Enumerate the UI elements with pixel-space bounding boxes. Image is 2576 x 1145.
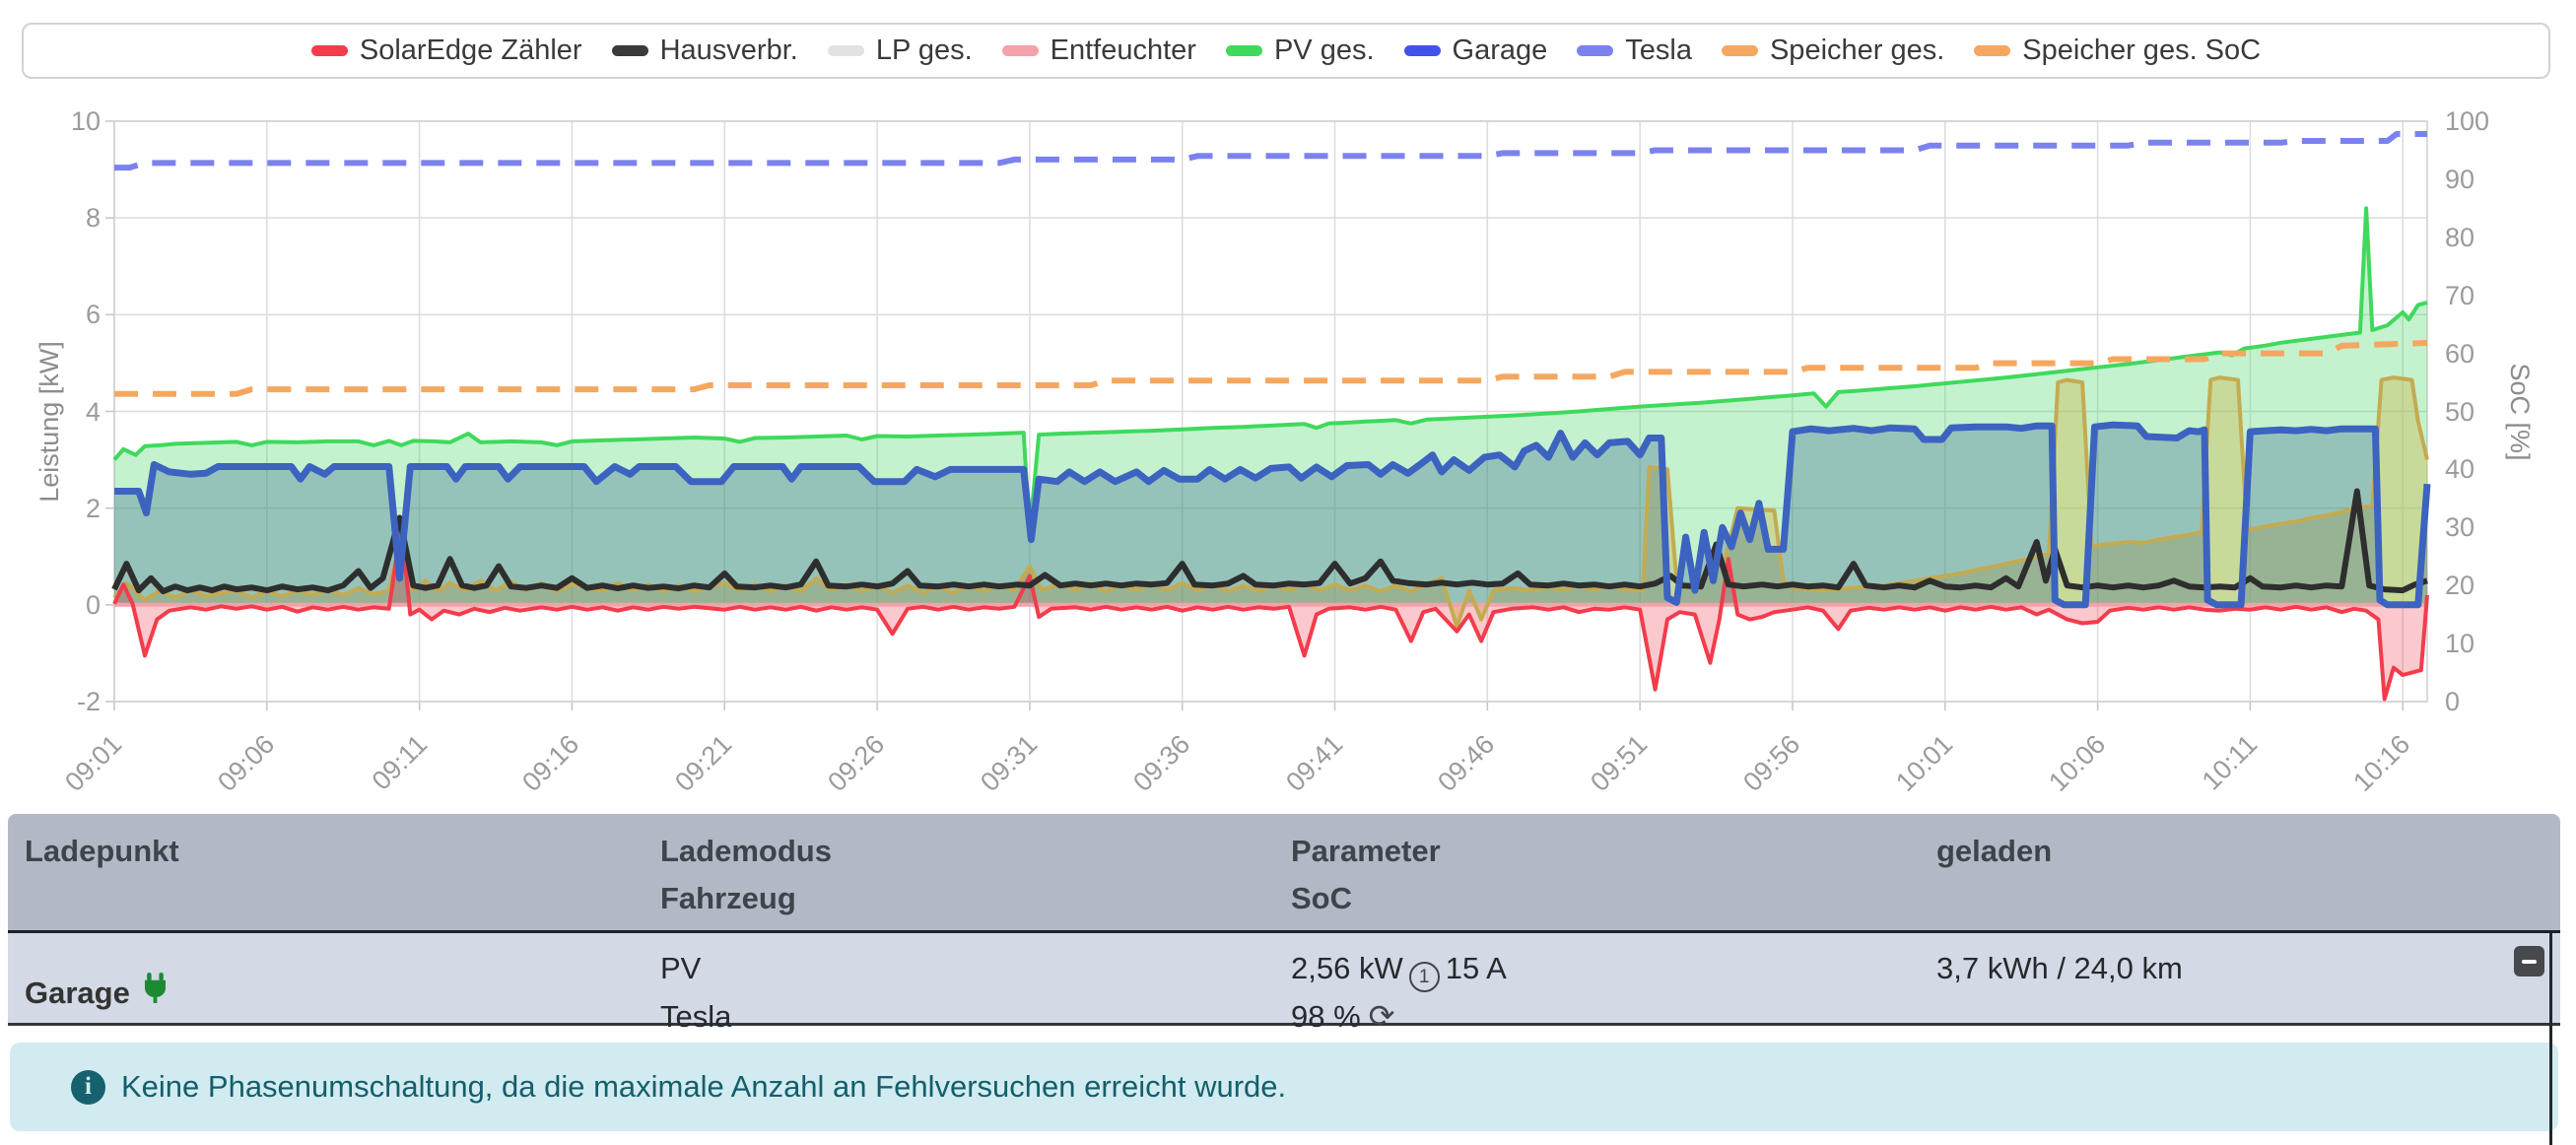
mode-vehicle-cell: PV Tesla bbox=[660, 944, 1291, 1041]
legend-item-1[interactable]: Hausverbr. bbox=[611, 34, 798, 67]
info-message: Keine Phasenumschaltung, da die maximale… bbox=[121, 1069, 1287, 1104]
legend-swatch-icon bbox=[1721, 45, 1758, 56]
legend-swatch-icon bbox=[1001, 45, 1039, 56]
y-right-tick-label: 70 bbox=[2445, 280, 2475, 310]
parameter-line: 2,56 kW 1 15 A bbox=[1291, 944, 1936, 992]
y-right-tick-label: 20 bbox=[2445, 571, 2475, 601]
legend-swatch-icon bbox=[827, 45, 864, 56]
legend-item-0[interactable]: SolarEdge Zähler bbox=[310, 34, 582, 67]
legend-swatch-icon bbox=[611, 45, 648, 56]
legend-item-5[interactable]: Garage bbox=[1403, 34, 1547, 67]
phase-count-icon: 1 bbox=[1408, 962, 1440, 992]
legend-item-8[interactable]: Speicher ges. SoC bbox=[1974, 34, 2261, 67]
y-right-tick-label: 0 bbox=[2445, 687, 2461, 716]
chart-plot-area bbox=[105, 120, 2431, 710]
legend-item-6[interactable]: Tesla bbox=[1577, 34, 1692, 67]
legend-item-3[interactable]: Entfeuchter bbox=[1001, 34, 1196, 67]
legend-item-2[interactable]: LP ges. bbox=[827, 34, 973, 67]
y-left-tick-label: 6 bbox=[85, 300, 101, 330]
parameter-soc-cell: 2,56 kW 1 15 A 98 % ⟳ bbox=[1291, 944, 1936, 1041]
legend-item-7[interactable]: Speicher ges. bbox=[1721, 34, 1944, 67]
y-right-tick-label: 40 bbox=[2445, 454, 2475, 485]
legend-swatch-icon bbox=[310, 45, 348, 56]
header-geladen: geladen bbox=[1936, 834, 2053, 868]
legend-swatch-icon bbox=[1403, 45, 1441, 56]
y-right-tick-label: 30 bbox=[2445, 512, 2475, 543]
header-parameter-soc: Parameter SoC bbox=[1291, 834, 1441, 915]
soc-refresh-icon[interactable]: ⟳ bbox=[1368, 998, 1395, 1034]
header-ladepunkt: Ladepunkt bbox=[25, 834, 179, 868]
y-right-tick-label: 80 bbox=[2445, 222, 2475, 252]
plug-connected-icon bbox=[142, 969, 169, 1017]
charged-cell: 3,7 kWh / 24,0 km bbox=[1936, 951, 2183, 985]
power-soc-chart: Leistung [kW] SoC [%] 10 8 6 4 2 0 -2 100 90 80 70… bbox=[34, 106, 2535, 797]
y-right-tick-label: 10 bbox=[2445, 629, 2475, 659]
header-lademodus-fahrzeug: Lademodus Fahrzeug bbox=[660, 834, 832, 915]
y-left-tick-label: -2 bbox=[76, 687, 101, 716]
chargepoint-card: Ladepunkt Lademodus Fahrzeug Parameter S… bbox=[8, 814, 2560, 1145]
legend-swatch-icon bbox=[1577, 45, 1614, 56]
y-left-tick-label: 8 bbox=[85, 203, 101, 234]
table-row[interactable]: Garage PV Tesla 2,56 kW 1 15 A 98 % ⟳ 3,7 k… bbox=[8, 933, 2560, 1034]
chart-legend: SolarEdge Zähler Hausverbr. LP ges. Entfeuc… bbox=[22, 23, 2550, 79]
info-alert: i Keine Phasenumschaltung, da die maxima… bbox=[10, 1043, 2558, 1131]
chargepoint-name: Garage bbox=[25, 975, 130, 1010]
legend-item-4[interactable]: PV ges. bbox=[1225, 34, 1375, 67]
vehicle-name: Tesla bbox=[660, 999, 732, 1034]
info-icon: i bbox=[71, 1069, 105, 1105]
y-left-tick-label: 10 bbox=[70, 106, 101, 136]
y-right-tick-label: 60 bbox=[2445, 338, 2475, 369]
collapse-row-button[interactable] bbox=[2514, 946, 2544, 977]
table-header: Ladepunkt Lademodus Fahrzeug Parameter S… bbox=[8, 814, 2560, 933]
soc-line: 98 % ⟳ bbox=[1291, 998, 1395, 1034]
chargepoint-name-cell: Garage bbox=[25, 944, 660, 1041]
y-left-tick-label: 2 bbox=[85, 493, 101, 523]
charge-mode: PV bbox=[660, 951, 702, 985]
legend-swatch-icon bbox=[1974, 45, 2011, 56]
y-right-tick-label: 100 bbox=[2445, 106, 2490, 136]
legend-swatch-icon bbox=[1225, 45, 1262, 56]
y-right-tick-label: 50 bbox=[2445, 396, 2475, 427]
y-left-tick-label: 4 bbox=[85, 396, 101, 427]
y-left-tick-label: 0 bbox=[85, 589, 101, 620]
card-right-border bbox=[2549, 933, 2552, 1145]
y-right-tick-label: 90 bbox=[2445, 164, 2475, 194]
